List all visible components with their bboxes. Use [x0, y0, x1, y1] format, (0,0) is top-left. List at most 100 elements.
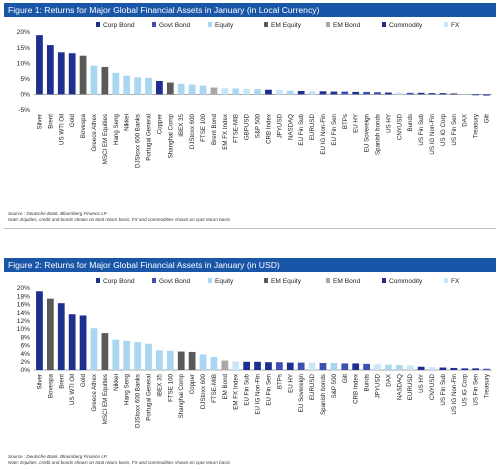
bar: [439, 93, 447, 95]
y-tick-label: 8%: [20, 334, 30, 341]
bar: [363, 91, 370, 95]
legend-label: EM Equity: [271, 22, 302, 29]
bar: [221, 88, 229, 95]
bar: [363, 363, 370, 370]
bar: [134, 77, 141, 95]
category-label: Greece Athex: [91, 373, 98, 411]
bar: [472, 94, 480, 96]
category-label: Copper: [156, 114, 163, 134]
bar: [68, 314, 76, 370]
category-label: Greece Athex: [91, 113, 98, 151]
category-label: Bovespa: [47, 373, 54, 398]
bar: [188, 351, 196, 370]
bar: [341, 363, 349, 370]
bar: [166, 350, 174, 370]
legend-label: Equity: [215, 278, 234, 285]
bar: [112, 339, 120, 370]
category-label: EU Sovereign: [364, 113, 371, 152]
y-tick-label: 12%: [17, 318, 30, 325]
figure-2-chart: 0%2%4%6% 8%10%12%14%16% 18%20% Silver Bovesp…: [17, 278, 492, 428]
legend-label: Govt Bond: [159, 22, 190, 29]
bar: [221, 360, 229, 370]
category-label: Bunds: [364, 374, 371, 392]
category-label: NASDAQ: [396, 374, 403, 400]
y-tick-label: 0%: [20, 367, 30, 374]
bar: [101, 66, 109, 95]
figure-1-chart: -5% 0% 5% 10% 15% 20% Silver Brent US WTI Oil Gol…: [17, 22, 492, 168]
figure-2-note: Note: Equities, credit and bonds shown o…: [8, 460, 230, 465]
y-tick-label: 0%: [20, 92, 30, 99]
y-tick-label: 14%: [17, 310, 30, 317]
category-label: CRB Index: [265, 113, 272, 144]
y-tick-label: 5%: [20, 76, 30, 83]
category-label: Treasury: [473, 113, 480, 138]
category-label: Spanish bonds: [320, 374, 327, 415]
category-label: FTSE 100: [167, 373, 174, 401]
category-label: EU IG Non-Fin: [255, 373, 262, 414]
bar: [472, 368, 480, 370]
bar: [308, 91, 316, 95]
bar: [145, 77, 152, 95]
bar: [385, 92, 392, 95]
bar: [90, 65, 98, 95]
category-label: US IG Non-Fin: [429, 113, 436, 154]
figure-1-source: Source : Deutsche Bank, Bloomberg Financ…: [8, 211, 107, 216]
y-tick-label: 2%: [20, 359, 30, 366]
bar: [243, 88, 251, 95]
bar: [265, 89, 272, 95]
legend-label: Commodity: [389, 22, 423, 29]
bar: [134, 342, 141, 370]
bar: [156, 350, 163, 370]
bar: [254, 361, 261, 370]
bar: [428, 93, 436, 95]
bar: [177, 83, 185, 95]
category-label: FTSE 100: [200, 113, 207, 141]
category-label: Copper: [189, 374, 196, 394]
figure-1-note: Note: Equities, credit and bonds shown o…: [8, 217, 230, 222]
category-label: FTSE-MIB: [211, 374, 218, 403]
category-label: DJStoxx 600: [200, 373, 207, 409]
category-label: Gilt: [342, 374, 349, 384]
legend-swatch: [382, 278, 386, 283]
bar: [439, 367, 447, 370]
y-tick-label: 6%: [20, 343, 30, 350]
bar: [166, 82, 174, 95]
category-label: DJStoxx 600: [189, 113, 196, 149]
category-label: JPYUSD: [375, 373, 382, 398]
category-label: FTSE-MIB: [233, 114, 240, 143]
category-label: Bunds: [407, 114, 414, 132]
category-label: EU HY: [353, 114, 360, 133]
bar: [450, 367, 458, 370]
category-label: Spanish bonds: [375, 114, 382, 155]
bar: [232, 88, 240, 95]
category-label: Silver: [36, 374, 43, 389]
bar: [199, 85, 207, 95]
bar: [145, 343, 152, 370]
category-label: US IG Non-Fin: [451, 373, 458, 414]
bar: [36, 35, 43, 95]
bar: [450, 93, 458, 95]
category-label: Portugal General: [146, 114, 153, 161]
legend-label: Commodity: [389, 278, 423, 285]
legend-swatch: [444, 22, 448, 27]
bar: [417, 92, 425, 95]
legend-swatch: [152, 22, 156, 27]
y-tick-label: 10%: [17, 326, 30, 333]
bar: [46, 45, 54, 95]
bar: [417, 366, 425, 370]
bar: [243, 361, 251, 370]
category-label: US HY: [418, 374, 425, 393]
bar: [101, 333, 109, 370]
bar: [319, 363, 327, 370]
category-label: EU Fin Sen: [331, 113, 338, 145]
category-label: US WTI Oil: [69, 374, 76, 405]
y-tick-label: -5%: [18, 107, 30, 114]
y-tick-label: 20%: [17, 29, 30, 36]
bar: [232, 361, 240, 370]
bar: [210, 356, 218, 370]
y-tick-label: 15%: [17, 45, 30, 52]
category-label: BTPs: [276, 374, 283, 389]
category-label: Brent: [47, 114, 54, 129]
bar: [352, 363, 360, 370]
legend-label: Corp Bond: [103, 22, 135, 29]
